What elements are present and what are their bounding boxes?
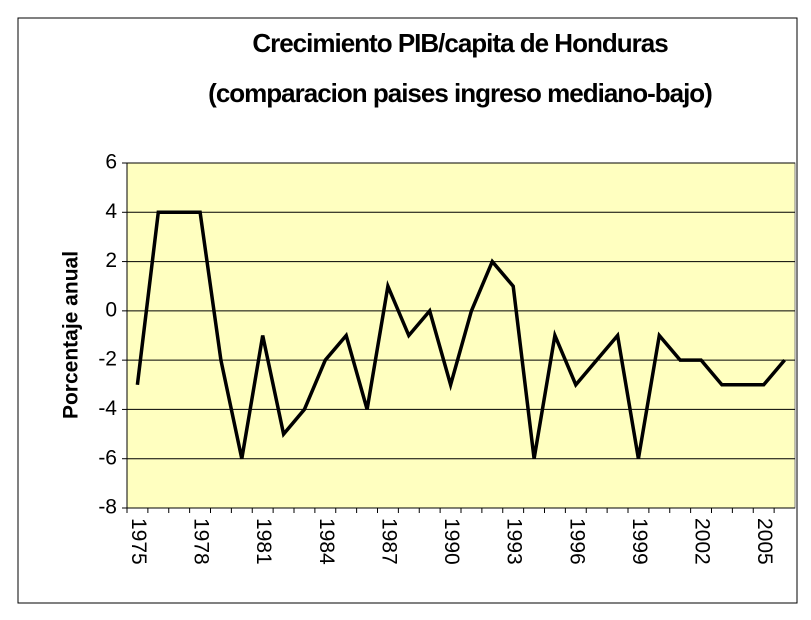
x-tick-label: 1993 (503, 518, 526, 565)
y-tick-label: 4 (105, 200, 117, 223)
x-tick-label: 1999 (628, 518, 651, 565)
data-line (135, 210, 786, 460)
x-tick-label: 1981 (252, 518, 275, 565)
y-tick-label: 0 (105, 298, 117, 321)
x-tick-label: 1978 (190, 518, 213, 565)
y-tick-label: 2 (105, 249, 117, 272)
y-tick-label: -6 (98, 446, 117, 469)
y-tick-label: -8 (98, 496, 117, 519)
chart-subtitle: (comparacion paises ingreso mediano-bajo… (208, 78, 712, 108)
y-tick-label: 6 (105, 151, 117, 174)
x-tick-label: 2002 (691, 518, 714, 565)
x-tick-label: 1996 (565, 518, 588, 565)
plot-area (126, 162, 796, 509)
x-tick-label: 2005 (753, 518, 776, 565)
y-tick-label: -4 (98, 397, 117, 420)
x-tick-label: 1984 (315, 518, 338, 565)
chart-title: Crecimiento PIB/capita de Honduras (252, 28, 668, 58)
x-tick-label: 1975 (127, 518, 150, 565)
x-tick-label: 1987 (377, 518, 400, 565)
y-tick-label: -2 (98, 348, 117, 371)
y-axis-label: Porcentaje anual (60, 251, 83, 419)
x-tick-label: 1990 (440, 518, 463, 565)
